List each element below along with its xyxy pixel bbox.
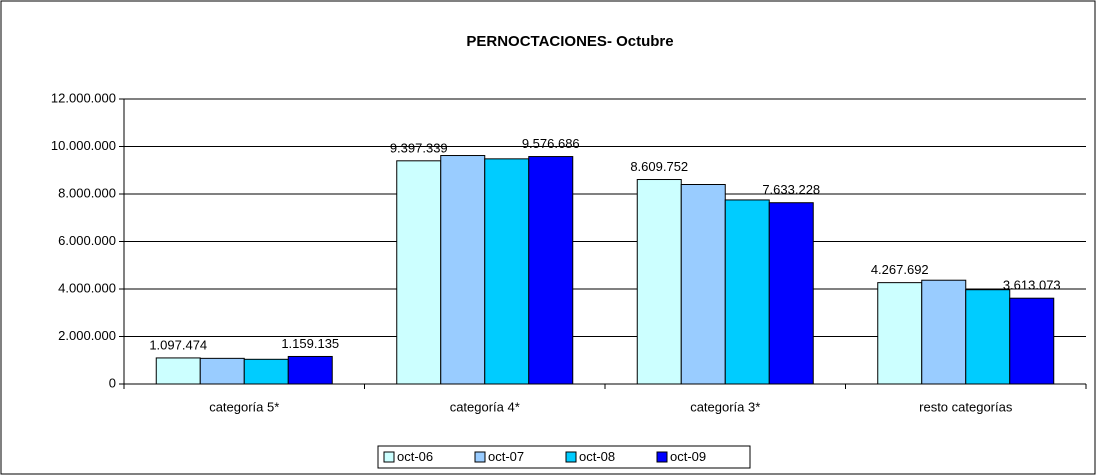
legend-label: oct-07 bbox=[488, 449, 524, 464]
bar bbox=[921, 279, 967, 385]
legend-label: oct-08 bbox=[579, 449, 615, 464]
data-label: 7.633.228 bbox=[762, 182, 820, 197]
y-tick-label: 4.000.000 bbox=[58, 280, 116, 295]
legend-label: oct-06 bbox=[397, 449, 433, 464]
data-label: 1.097.474 bbox=[149, 337, 207, 352]
bar bbox=[724, 199, 770, 385]
y-tick-label: 8.000.000 bbox=[58, 185, 116, 200]
legend-swatch bbox=[474, 451, 486, 463]
y-tick-label: 10.000.000 bbox=[51, 138, 116, 153]
bar bbox=[965, 289, 1011, 385]
x-tick-label: categoría 3* bbox=[690, 399, 760, 414]
legend-label: oct-09 bbox=[670, 449, 706, 464]
data-label: 8.609.752 bbox=[630, 159, 688, 174]
data-label: 3.613.073 bbox=[1003, 278, 1061, 293]
bar bbox=[1009, 297, 1055, 385]
bar bbox=[287, 355, 333, 385]
x-tick-label: categoría 4* bbox=[450, 399, 520, 414]
bar bbox=[877, 282, 923, 385]
data-label: 4.267.692 bbox=[871, 262, 929, 277]
legend-swatch bbox=[656, 451, 668, 463]
x-tick-label: categoría 5* bbox=[209, 399, 279, 414]
bar bbox=[484, 158, 530, 385]
bar bbox=[636, 179, 682, 385]
data-label: 1.159.135 bbox=[281, 336, 339, 351]
data-label: 9.397.339 bbox=[390, 140, 448, 155]
bar bbox=[680, 184, 726, 385]
bar bbox=[243, 358, 289, 385]
legend-swatch bbox=[565, 451, 577, 463]
y-tick-label: 12.000.000 bbox=[51, 90, 116, 105]
y-tick-label: 0 bbox=[109, 375, 116, 390]
bar bbox=[440, 155, 486, 385]
y-tick-label: 6.000.000 bbox=[58, 233, 116, 248]
data-label: 9.576.686 bbox=[522, 136, 580, 151]
y-tick-label: 2.000.000 bbox=[58, 328, 116, 343]
x-tick-label: resto categorías bbox=[919, 399, 1013, 414]
bar bbox=[528, 156, 574, 385]
bar bbox=[155, 357, 201, 385]
chart-title: PERNOCTACIONES- Octubre bbox=[466, 33, 673, 50]
bar bbox=[768, 202, 814, 385]
bar bbox=[396, 160, 442, 385]
bar bbox=[199, 357, 245, 385]
legend-swatch bbox=[383, 451, 395, 463]
